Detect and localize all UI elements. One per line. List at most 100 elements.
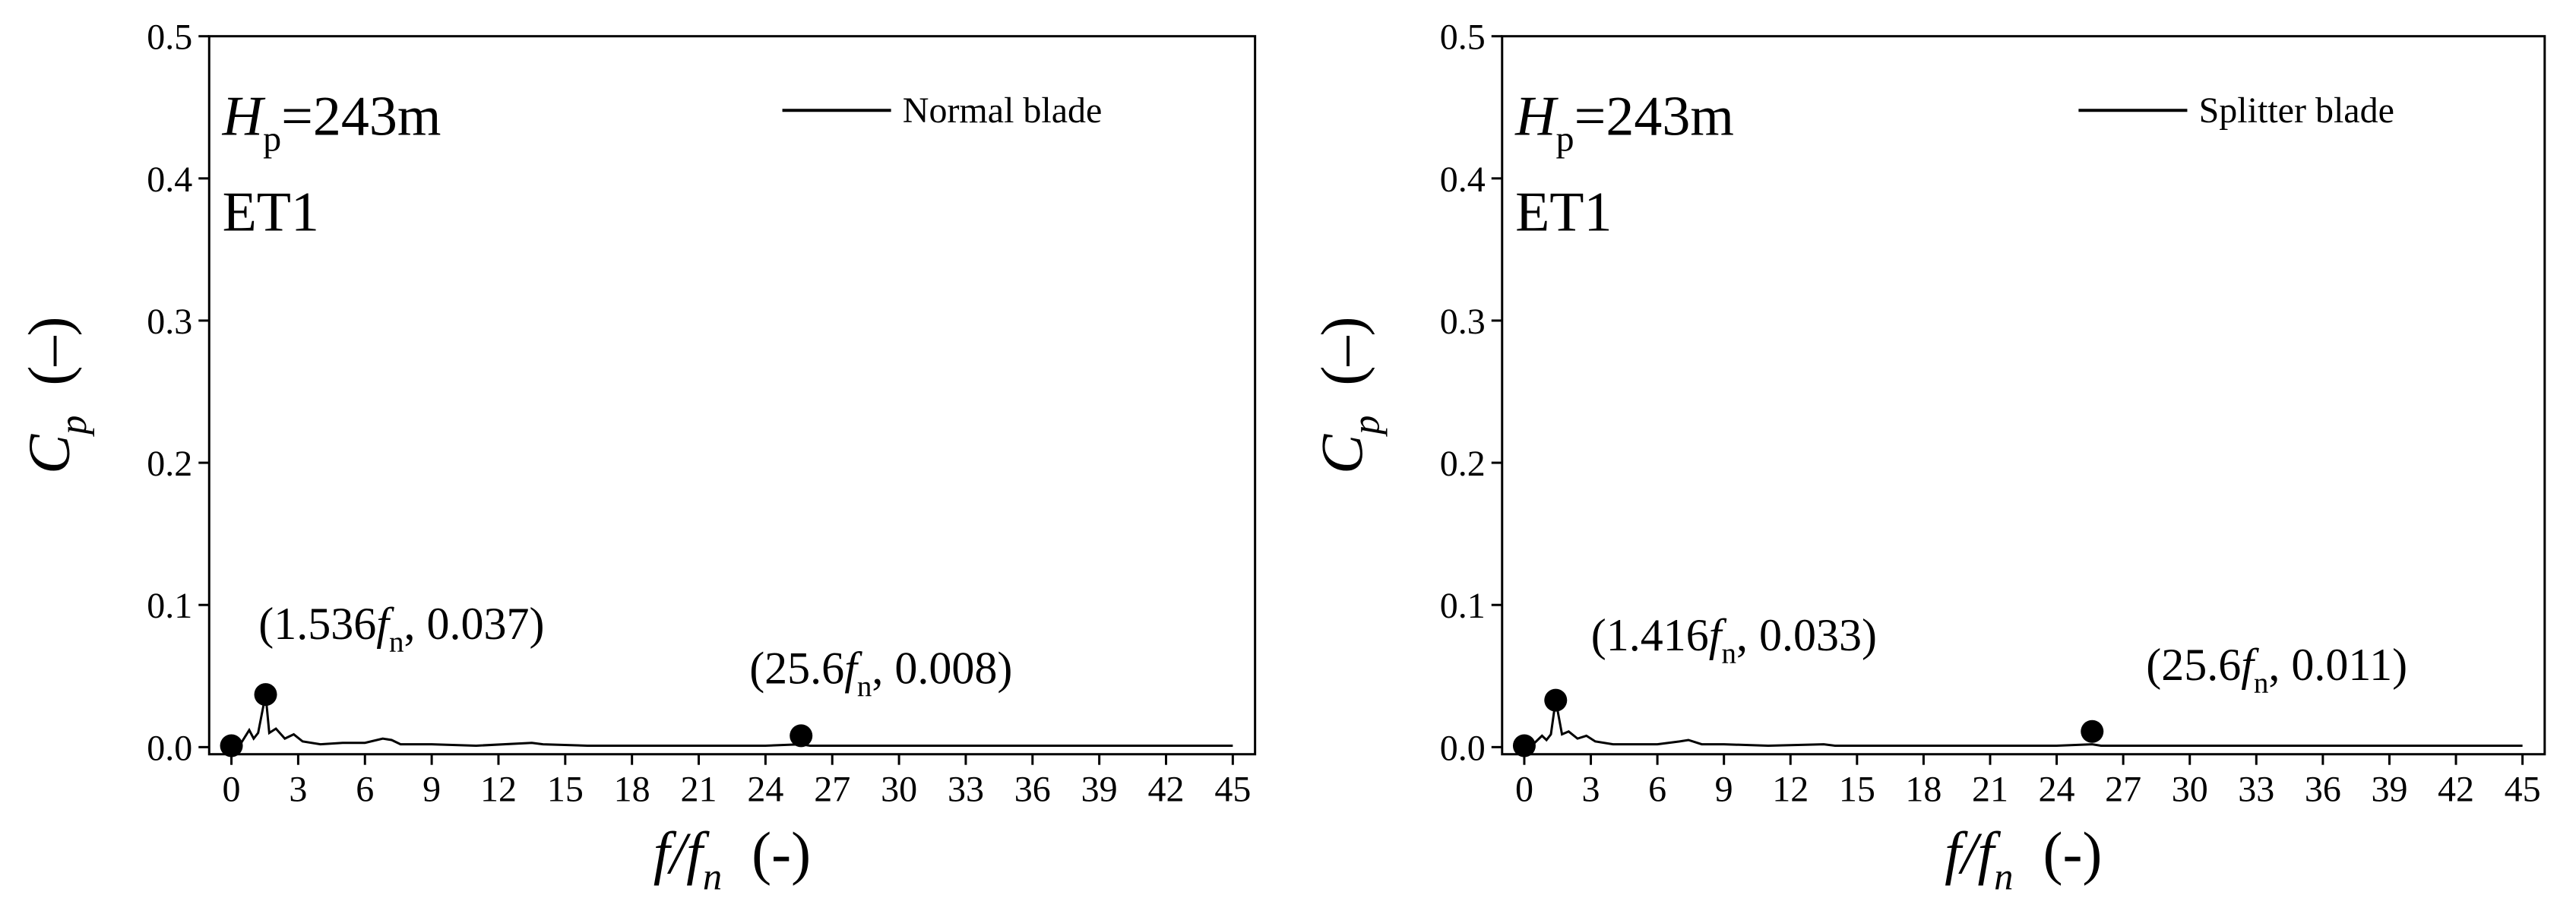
y-tick-label: 0.0 — [1440, 728, 1486, 768]
text-run: H — [222, 86, 266, 148]
spectrum-line — [1524, 700, 2523, 747]
x-tick-label: 36 — [1014, 770, 1051, 810]
x-tick-label: 15 — [1839, 770, 1875, 810]
text-run: ET1 — [223, 181, 319, 243]
plot-frame — [207, 35, 1257, 756]
text-run: (25.6 — [2146, 640, 2241, 690]
x-axis-label: f/fn (-) — [1945, 820, 2102, 898]
peak-marker — [254, 683, 277, 707]
x-tick-label: 33 — [2238, 770, 2274, 810]
text-run: (-) — [722, 820, 811, 886]
x-tick-label: 30 — [881, 770, 917, 810]
text-run: n — [857, 670, 872, 703]
legend-label: Splitter blade — [2199, 90, 2394, 131]
y-tick-label: 0.2 — [147, 444, 192, 484]
x-tick-label: 45 — [2505, 770, 2541, 810]
x-tick-label: 42 — [1147, 770, 1184, 810]
x-tick-label: 42 — [2438, 770, 2474, 810]
y-axis-label: Cp (–) — [16, 317, 94, 474]
text-run: =243m — [1574, 86, 1734, 148]
text-run: (25.6 — [749, 644, 844, 694]
text-run: n — [703, 855, 722, 898]
x-tick-label: 21 — [1972, 770, 2008, 810]
y-tick-label: 0.3 — [147, 302, 192, 342]
x-tick-label: 12 — [1772, 770, 1809, 810]
x-tick-label: 6 — [356, 770, 374, 810]
x-tick-label: 21 — [681, 770, 717, 810]
y-tick-label: 0.4 — [1440, 160, 1486, 200]
peak-marker — [220, 734, 243, 757]
text-run: C — [16, 434, 82, 474]
chart: 0.00.10.20.30.40.50 3 6 9 12 15 18 21 24 27 30 33 36… — [1309, 17, 2546, 898]
peak-marker — [1544, 688, 1568, 712]
text-run: (1.536 — [258, 599, 376, 649]
x-tick-label: 39 — [1081, 770, 1118, 810]
text-run: p — [1556, 119, 1574, 159]
text-run: f/f — [653, 820, 710, 886]
text-run: n — [389, 626, 404, 659]
annotation: Hp=243m — [222, 86, 441, 160]
text-run: p — [52, 415, 94, 436]
text-run: n — [1994, 855, 2013, 898]
text-run: (–) — [1309, 317, 1375, 416]
peak-marker — [790, 724, 813, 748]
y-tick-label: 0.3 — [1440, 302, 1486, 342]
y-tick-label: 0.0 — [147, 728, 192, 768]
chart: 0.00.10.20.30.40.50 3 6 9 12 15 18 21 24 27 30 33 36… — [16, 17, 1257, 898]
y-tick-label: 0.5 — [1440, 17, 1486, 58]
y-tick-label: 0.2 — [1440, 444, 1486, 484]
y-tick-label: 0.1 — [147, 586, 192, 626]
annotation: (1.416fn, 0.033) — [1591, 610, 1877, 670]
text-run: p — [1344, 415, 1387, 436]
x-tick-label: 12 — [480, 770, 517, 810]
x-tick-label: 24 — [747, 770, 783, 810]
x-tick-label: 3 — [289, 770, 307, 810]
x-tick-label: 27 — [814, 770, 850, 810]
text-run: , 0.037) — [403, 599, 544, 649]
text-run: ET1 — [1515, 181, 1612, 243]
text-run: =243m — [281, 86, 441, 148]
x-tick-label: 39 — [2371, 770, 2407, 810]
y-axis-label: Cp (–) — [1309, 317, 1388, 474]
text-run: (1.416 — [1591, 610, 1709, 660]
x-tick-label: 33 — [948, 770, 984, 810]
text-run: n — [1721, 637, 1736, 670]
y-tick-label: 0.4 — [147, 160, 192, 200]
text-run: C — [1309, 434, 1375, 474]
x-tick-label: 36 — [2305, 770, 2341, 810]
annotation: ET1 — [1515, 181, 1612, 243]
text-run: n — [2254, 667, 2269, 700]
x-tick-label: 18 — [1905, 770, 1941, 810]
plot-frame — [1501, 35, 2546, 756]
y-tick-label: 0.5 — [147, 17, 192, 58]
x-axis-label: f/fn (-) — [653, 820, 811, 898]
y-tick-label: 0.1 — [1440, 586, 1486, 626]
x-tick-label: 24 — [2039, 770, 2075, 810]
text-run: p — [263, 119, 281, 159]
peak-marker — [2081, 719, 2104, 743]
x-tick-label: 3 — [1582, 770, 1600, 810]
text-run: (–) — [16, 317, 82, 416]
x-tick-label: 45 — [1214, 770, 1251, 810]
annotation: (25.6fn, 0.008) — [749, 644, 1012, 704]
text-run: , 0.008) — [872, 644, 1012, 694]
x-tick-label: 6 — [1648, 770, 1666, 810]
annotation: (25.6fn, 0.011) — [2146, 640, 2407, 700]
x-tick-label: 9 — [1715, 770, 1733, 810]
x-tick-label: 15 — [547, 770, 584, 810]
x-tick-label: 30 — [2172, 770, 2208, 810]
text-run: (-) — [2013, 820, 2102, 886]
x-tick-label: 18 — [614, 770, 650, 810]
annotation: (1.536fn, 0.037) — [258, 599, 544, 659]
x-tick-label: 9 — [422, 770, 441, 810]
x-tick-label: 0 — [1515, 770, 1533, 810]
spectrum-line — [231, 694, 1233, 747]
text-run: f/f — [1945, 820, 2001, 886]
annotation: Hp=243m — [1514, 86, 1734, 160]
text-run: , 0.011) — [2268, 640, 2407, 690]
text-run: H — [1514, 86, 1559, 148]
peak-marker — [1512, 734, 1536, 757]
legend-label: Normal blade — [903, 90, 1103, 131]
x-tick-label: 0 — [223, 770, 241, 810]
